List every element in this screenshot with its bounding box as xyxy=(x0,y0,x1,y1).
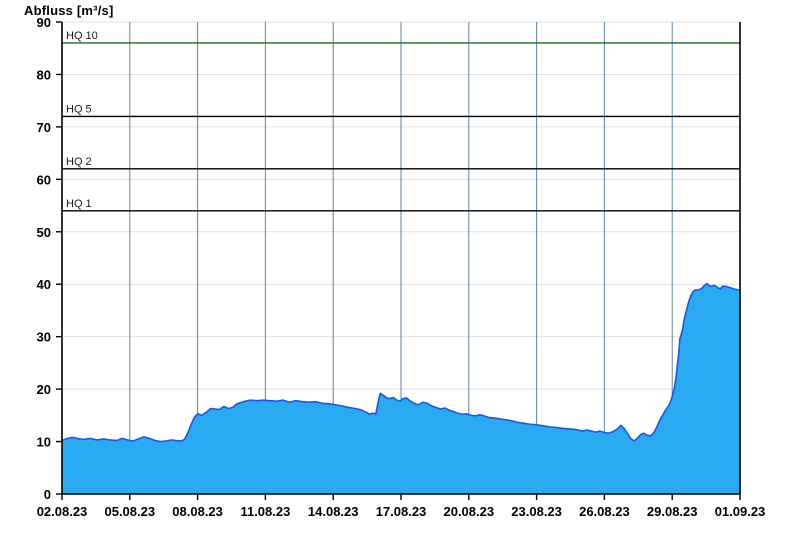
y-axis-tick-label-80: 80 xyxy=(37,67,51,82)
threshold-lines-group: HQ 10 HQ 5 HQ 2 HQ 1 xyxy=(62,30,740,212)
threshold-label-hq-2: HQ 2 xyxy=(66,156,92,168)
threshold-label-hq-1: HQ 1 xyxy=(66,198,92,210)
chart-title: Abfluss [m³/s] xyxy=(24,3,114,18)
y-axis: 0 10 20 30 40 50 60 70 80 90 xyxy=(37,15,63,502)
x-axis-tick-label-02.08.23: 02.08.23 xyxy=(37,504,88,519)
y-axis-tick-label-70: 70 xyxy=(37,120,51,135)
x-axis: 02.08.23 05.08.23 08.08.23 11.08.23 14.08.23… xyxy=(37,22,766,519)
threshold-label-hq-10: HQ 10 xyxy=(66,30,98,42)
x-axis-tick-label-11.08.23: 11.08.23 xyxy=(240,504,290,519)
discharge-line xyxy=(61,282,740,443)
x-axis-tick-label-14.08.23: 14.08.23 xyxy=(308,504,359,519)
x-axis-tick-label-01.09.23: 01.09.23 xyxy=(715,504,766,519)
y-axis-tick-label-10: 10 xyxy=(37,435,51,450)
x-axis-tick-label-23.08.23: 23.08.23 xyxy=(511,504,562,519)
discharge-area-fill xyxy=(62,283,740,494)
y-axis-tick-label-20: 20 xyxy=(37,382,51,397)
x-axis-tick-label-05.08.23: 05.08.23 xyxy=(104,504,155,519)
y-axis-tick-label-0: 0 xyxy=(44,487,51,502)
discharge-area-series xyxy=(61,282,740,494)
y-axis-tick-label-40: 40 xyxy=(37,277,51,292)
x-axis-tick-label-08.08.23: 08.08.23 xyxy=(172,504,223,519)
y-axis-tick-label-50: 50 xyxy=(37,225,51,240)
y-axis-tick-label-90: 90 xyxy=(37,15,51,30)
x-axis-tick-label-29.08.23: 29.08.23 xyxy=(647,504,698,519)
threshold-label-hq-5: HQ 5 xyxy=(66,103,92,115)
y-axis-tick-label-30: 30 xyxy=(37,330,51,345)
y-axis-tick-label-60: 60 xyxy=(37,172,51,187)
x-axis-tick-label-20.08.23: 20.08.23 xyxy=(443,504,494,519)
x-axis-tick-label-17.08.23: 17.08.23 xyxy=(376,504,427,519)
x-axis-tick-label-26.08.23: 26.08.23 xyxy=(579,504,630,519)
